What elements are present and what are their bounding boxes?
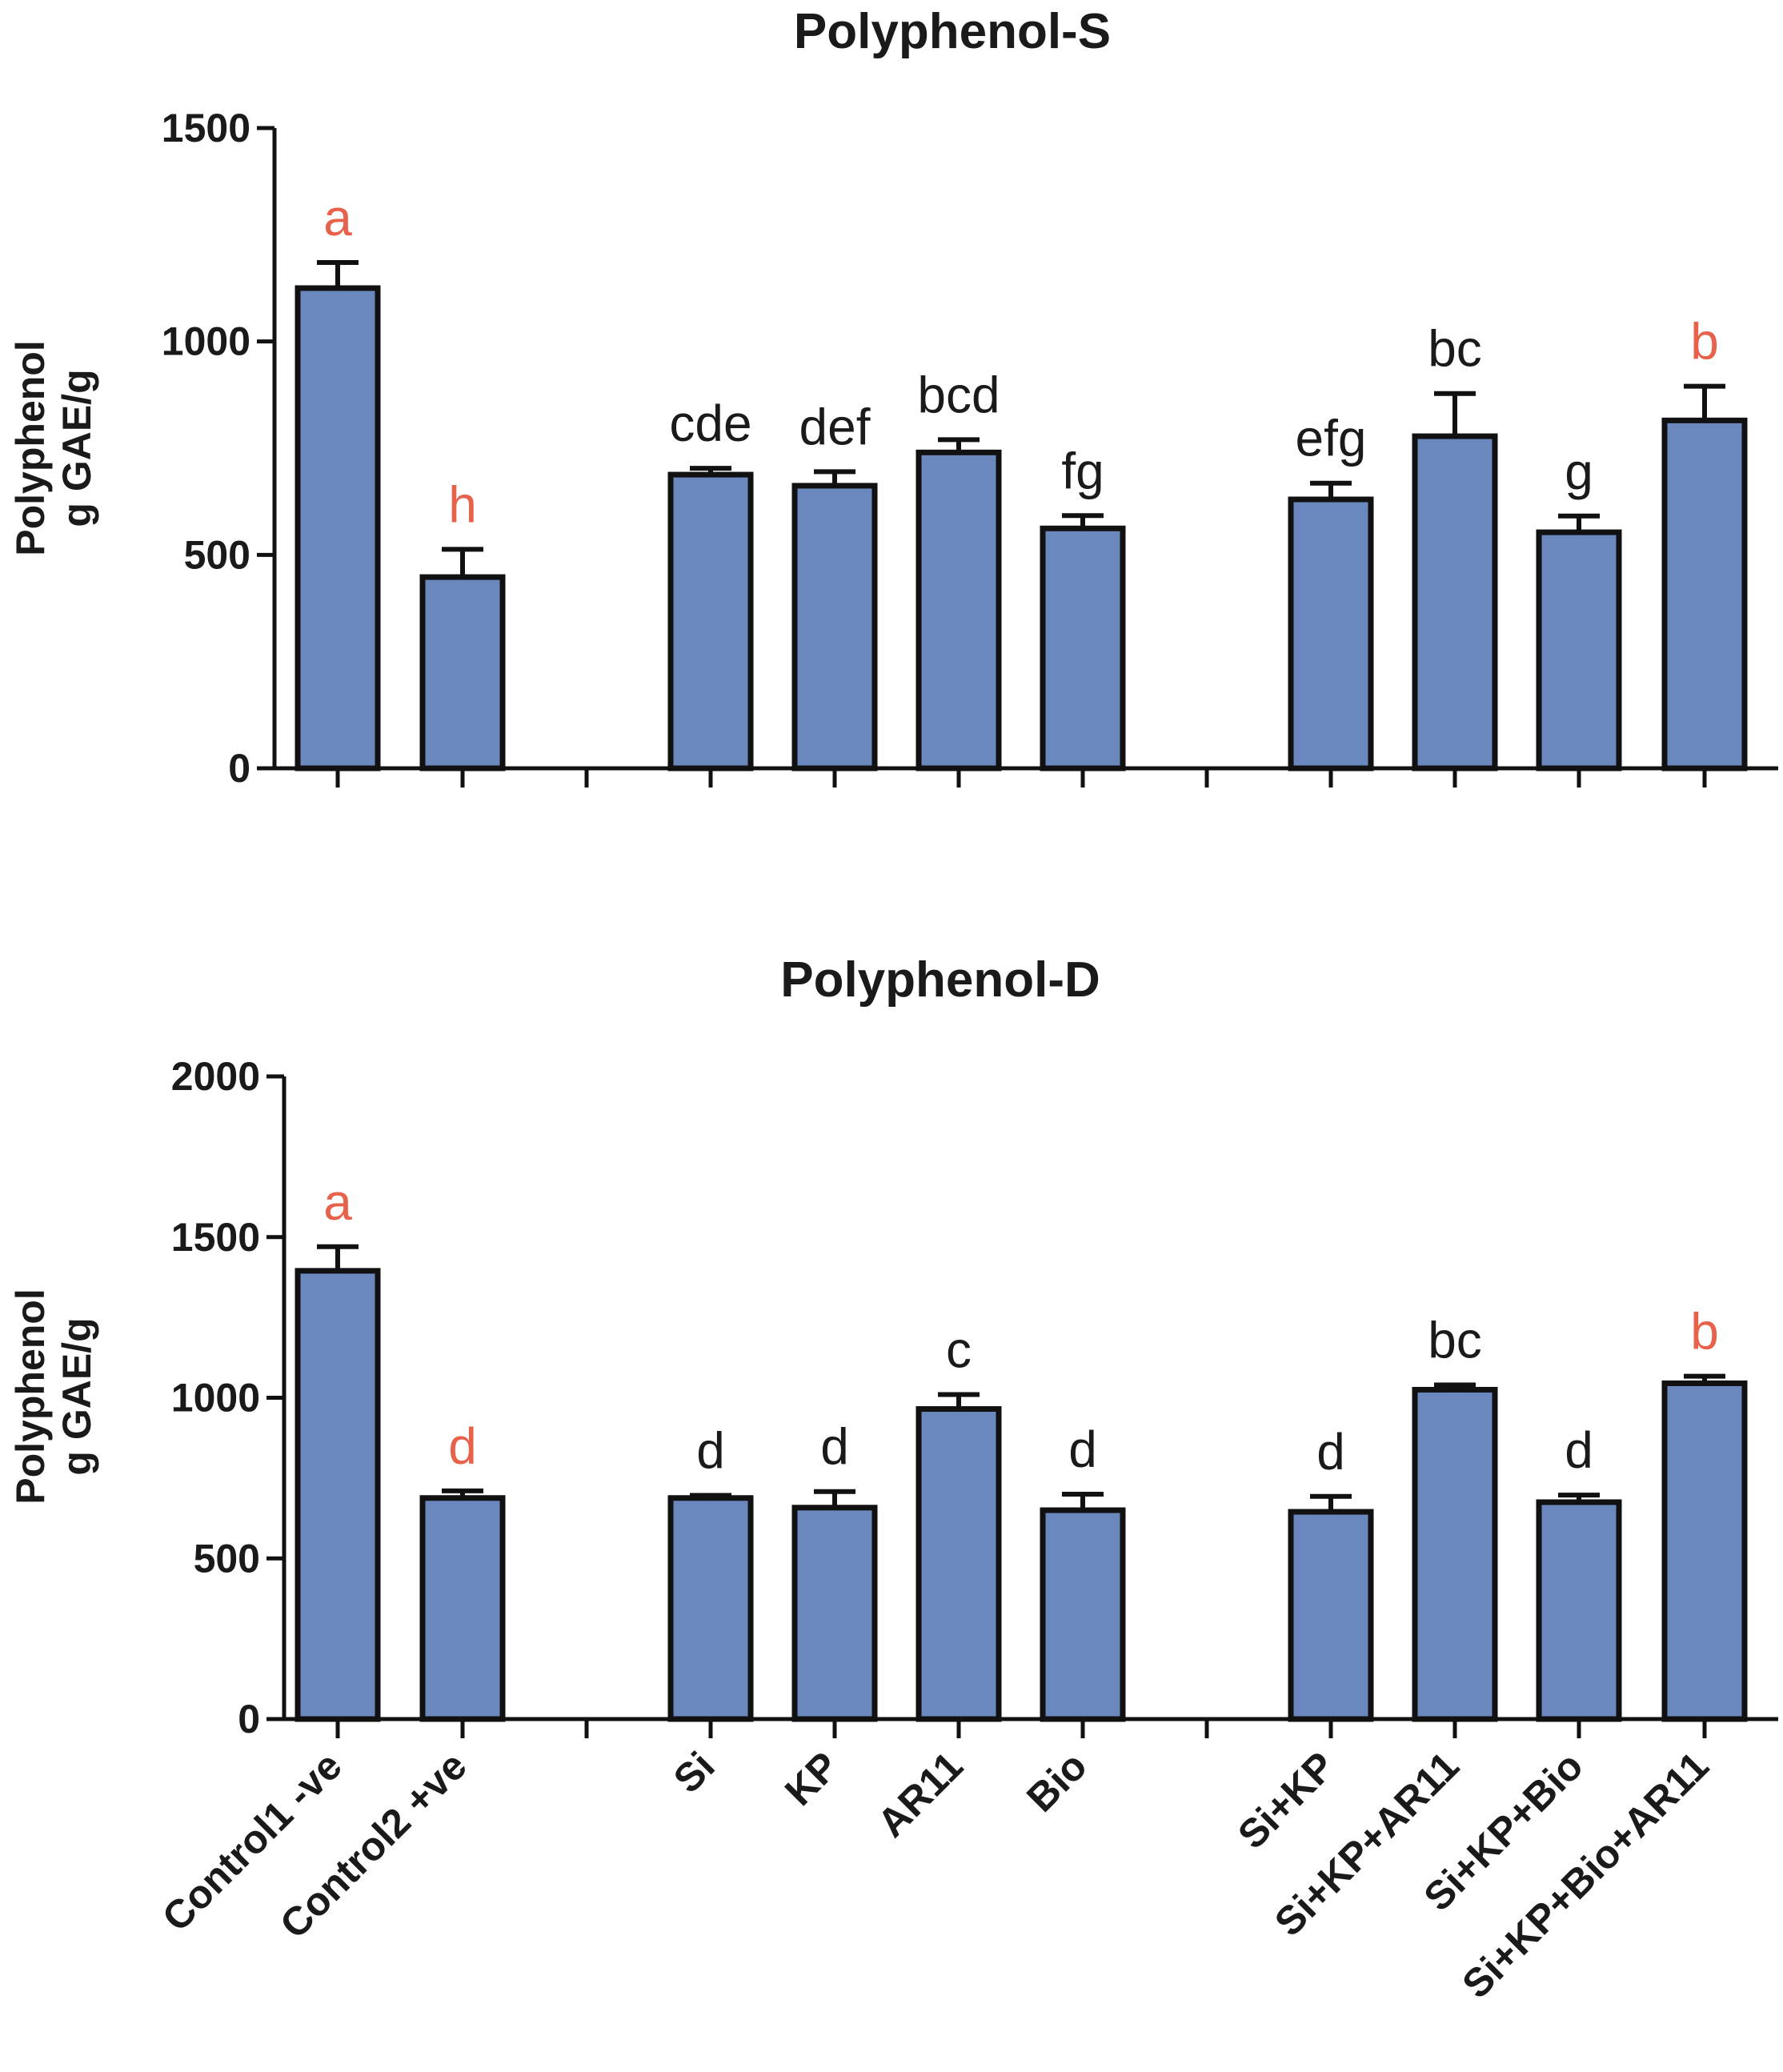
- y-tick-label: 500: [194, 1536, 260, 1581]
- significance-letter: d: [448, 1417, 477, 1475]
- significance-letter: g: [1565, 443, 1593, 500]
- significance-letter: cde: [669, 395, 751, 452]
- y-tick-label: 500: [184, 532, 250, 577]
- significance-letter: d: [1565, 1421, 1593, 1479]
- significance-letter: d: [1068, 1421, 1097, 1478]
- bar: [419, 574, 506, 771]
- category-label: Si+KP: [1229, 1743, 1344, 1858]
- bar: [791, 483, 878, 771]
- significance-letter: bc: [1428, 320, 1482, 378]
- category-label: Si: [665, 1743, 723, 1801]
- chart-1: Polyphenol-S Polyphenol g GAE/g 0 500 1000 150…: [8, 4, 1778, 791]
- significance-letter: h: [448, 475, 477, 533]
- bar: [667, 1495, 754, 1722]
- bar: [419, 1495, 506, 1722]
- y-tick-label: 1500: [162, 106, 250, 150]
- bar: [1288, 1509, 1374, 1722]
- bar: [1661, 417, 1748, 771]
- bar: [791, 1505, 878, 1722]
- significance-letter: bc: [1428, 1311, 1482, 1369]
- bar: [1412, 1386, 1498, 1722]
- significance-letter: a: [323, 189, 352, 246]
- y-tick-label: 0: [238, 1697, 260, 1741]
- y-axis-label: Polyphenol g GAE/g: [8, 1288, 99, 1504]
- bar: [667, 471, 754, 771]
- category-label: Bio: [1018, 1743, 1096, 1821]
- significance-letter: fg: [1061, 442, 1104, 499]
- chart-2: Polyphenol-D Polyphenol g GAE/g 0 500 1000 150…: [8, 952, 1778, 2007]
- chart-title: Polyphenol-D: [780, 952, 1100, 1008]
- bar: [1040, 525, 1126, 771]
- y-axis-label-line1: Polyphenol: [8, 1288, 53, 1504]
- y-axis-label-line1: Polyphenol: [8, 340, 53, 555]
- significance-letter: b: [1690, 1303, 1719, 1361]
- bar: [916, 449, 1002, 771]
- y-tick-label: 0: [228, 746, 250, 791]
- category-label: KP: [776, 1743, 847, 1814]
- bar: [1412, 433, 1498, 771]
- y-axis-label-line2: g GAE/g: [54, 1317, 99, 1475]
- bar: [294, 285, 381, 771]
- bar: [294, 1268, 381, 1722]
- category-label: AR11: [869, 1743, 972, 1846]
- bar: [1288, 496, 1374, 771]
- significance-letter: efg: [1296, 410, 1367, 467]
- significance-letter: d: [696, 1422, 725, 1480]
- significance-letter: d: [1316, 1423, 1345, 1481]
- y-tick-label: 2000: [171, 1054, 260, 1099]
- significance-letter: c: [946, 1321, 972, 1378]
- bar: [1536, 1499, 1622, 1722]
- y-axis-label-line2: g GAE/g: [54, 369, 99, 527]
- bar: [1040, 1507, 1126, 1722]
- significance-letter: b: [1690, 313, 1719, 371]
- significance-letter: def: [799, 398, 871, 455]
- y-tick-label: 1000: [162, 319, 250, 364]
- category-label: Si+KP+Bio+AR11: [1453, 1743, 1717, 2006]
- bar: [916, 1406, 1002, 1722]
- bar: [1661, 1380, 1748, 1722]
- chart-title: Polyphenol-S: [794, 4, 1111, 59]
- y-tick-label: 1500: [171, 1215, 260, 1260]
- y-tick-label: 1000: [171, 1376, 260, 1421]
- significance-letter: d: [820, 1418, 849, 1476]
- bar: [1536, 529, 1622, 771]
- y-axis-label: Polyphenol g GAE/g: [8, 340, 99, 555]
- significance-letter: bcd: [917, 366, 1000, 423]
- significance-letter: a: [323, 1173, 352, 1231]
